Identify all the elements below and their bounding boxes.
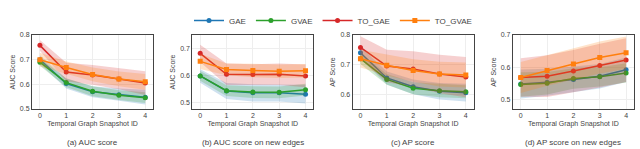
svg-text:0.7: 0.7 <box>501 31 511 38</box>
svg-text:AP Score: AP Score <box>490 57 497 87</box>
svg-text:3: 3 <box>117 112 121 119</box>
svg-text:4: 4 <box>464 112 468 119</box>
svg-text:TO_GAE: TO_GAE <box>358 17 390 26</box>
svg-text:2: 2 <box>571 112 575 119</box>
svg-text:3: 3 <box>277 112 281 119</box>
svg-text:Temporal Graph Snapshot ID: Temporal Graph Snapshot ID <box>208 120 299 128</box>
svg-text:GVAE: GVAE <box>291 17 313 26</box>
svg-text:(c) AP score: (c) AP score <box>391 138 435 147</box>
svg-text:0: 0 <box>519 112 523 119</box>
svg-text:Temporal Graph Snapshot ID: Temporal Graph Snapshot ID <box>528 120 619 128</box>
svg-text:0.7: 0.7 <box>20 56 30 63</box>
svg-text:0.7: 0.7 <box>340 61 350 68</box>
svg-text:(b) AUC score on new edges: (b) AUC score on new edges <box>202 138 304 147</box>
svg-text:0: 0 <box>198 112 202 119</box>
svg-text:AUC Score: AUC Score <box>169 54 176 89</box>
svg-text:1: 1 <box>225 112 229 119</box>
svg-text:0.8: 0.8 <box>20 31 30 38</box>
svg-text:1: 1 <box>545 112 549 119</box>
svg-text:3: 3 <box>438 112 442 119</box>
svg-text:Temporal Graph Snapshot ID: Temporal Graph Snapshot ID <box>368 120 459 128</box>
svg-text:0: 0 <box>359 112 363 119</box>
svg-text:0.5: 0.5 <box>20 105 30 112</box>
svg-text:0: 0 <box>38 112 42 119</box>
svg-text:2: 2 <box>251 112 255 119</box>
svg-text:0.8: 0.8 <box>340 31 350 38</box>
svg-text:0.5: 0.5 <box>180 99 190 106</box>
svg-text:0.6: 0.6 <box>180 72 190 79</box>
svg-text:AUC Score: AUC Score <box>9 54 16 89</box>
svg-text:3: 3 <box>598 112 602 119</box>
svg-text:4: 4 <box>624 112 628 119</box>
svg-text:AP Score: AP Score <box>329 57 336 87</box>
svg-text:0.6: 0.6 <box>501 64 511 71</box>
svg-text:(d) AP score on new edges: (d) AP score on new edges <box>525 138 621 147</box>
svg-text:2: 2 <box>91 112 95 119</box>
svg-text:0.7: 0.7 <box>180 45 190 52</box>
svg-text:GAE: GAE <box>229 17 246 26</box>
svg-text:TO_GVAE: TO_GVAE <box>435 17 472 26</box>
svg-text:0.6: 0.6 <box>20 81 30 88</box>
svg-text:0.6: 0.6 <box>340 91 350 98</box>
svg-text:Temporal Graph Snapshot ID: Temporal Graph Snapshot ID <box>47 120 138 128</box>
svg-text:4: 4 <box>143 112 147 119</box>
svg-text:4: 4 <box>304 112 308 119</box>
svg-text:0.5: 0.5 <box>501 96 511 103</box>
svg-text:(a) AUC score: (a) AUC score <box>67 138 118 147</box>
svg-text:2: 2 <box>411 112 415 119</box>
svg-text:1: 1 <box>64 112 68 119</box>
svg-text:1: 1 <box>385 112 389 119</box>
